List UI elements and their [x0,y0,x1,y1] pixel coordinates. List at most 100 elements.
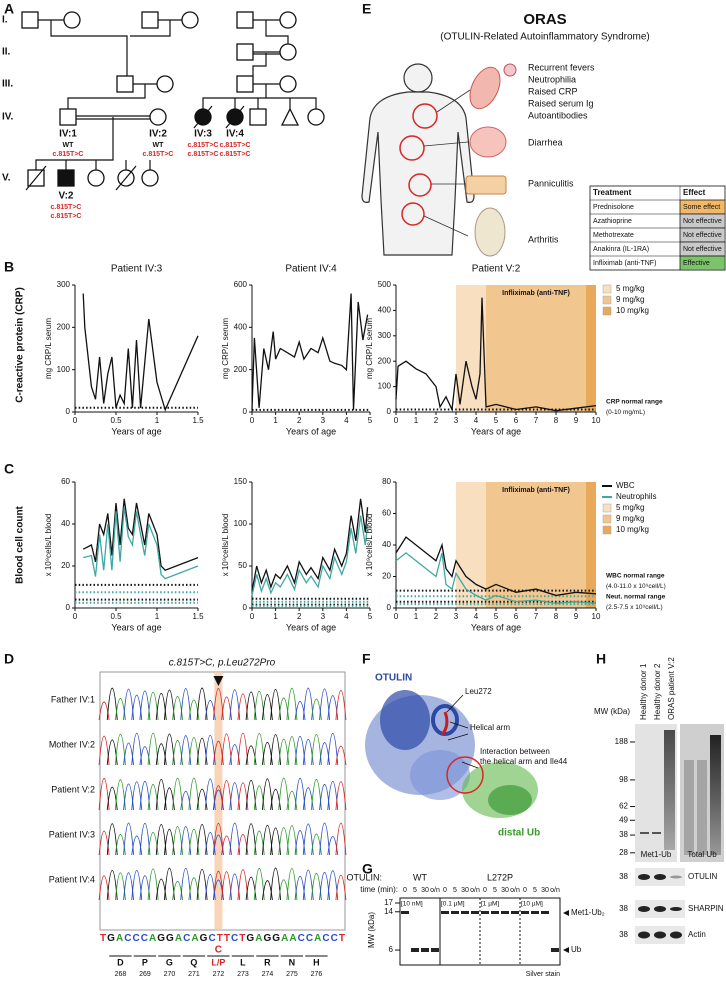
x-tick-label: 8 [554,612,559,621]
x-tick-label: 1 [414,416,419,425]
band-label: Infliximab (anti-TNF) [502,290,570,297]
chromatogram-peak [261,880,273,901]
chromatogram-peak [302,687,314,721]
helical-arm-label: Helical arm [470,723,510,732]
chromatogram-peak [335,690,347,721]
residue-number: 274 [262,971,274,978]
chromatogram-peak [155,778,167,811]
x-tick-label: 0 [394,612,399,621]
amino-acid: R [264,957,271,967]
chromatogram-peak [270,688,282,721]
blot-panel-label: Total Ub [687,850,717,859]
chromatogram-peak [139,746,151,766]
genotype: c.815T>C [51,213,82,220]
symptom: Autoantibodies [528,110,588,120]
stain-label: Silver stain [526,971,560,978]
x-tick-label: 5 [368,612,373,621]
y-tick-label: 500 [378,280,392,289]
y-tick-label: 300 [57,280,71,289]
x-tick-label: 3 [321,416,326,425]
chromatogram-peak [123,822,135,856]
band-label: Ub [571,945,582,954]
chromatogram-peak [278,777,290,811]
y-tick-label: 0 [243,407,248,416]
genotype: c.815T>C [188,142,219,149]
time-value: 30 [461,887,469,894]
treatment-band [456,482,486,608]
axis-title: C-reactive protein (CRP) [15,287,26,403]
chromatogram-peak [106,823,118,856]
gel-band [531,911,539,914]
chromatogram-peak [237,833,249,856]
residue-number: 268 [115,971,127,978]
table-cell: Not effective [683,218,722,225]
x-axis-label: Years of age [111,426,161,436]
genotype: c.815T>C [53,151,84,158]
enzyme-label: OTULIN: [346,872,382,882]
y-tick-label: 20 [61,561,70,570]
chromatogram-peak [106,687,118,721]
chromatogram-peak [114,833,126,856]
female [63,11,81,29]
x-tick-label: 3 [454,612,459,621]
chromatogram-peak [319,742,331,766]
legend-swatch [602,525,612,535]
gel-band [421,948,429,952]
y-tick-label: 0 [243,603,248,612]
y-axis-label: mg CRP/L serum [44,318,53,379]
legend-label: WBC [616,481,635,490]
genotype: WT [153,142,165,149]
amino-acid: H [313,957,320,967]
y-tick-label: 400 [378,306,392,315]
x-tick-label: 0 [73,612,78,621]
blot-panel-label: Met1-Ub [641,850,672,859]
mw-value: 98 [619,775,628,784]
time-value: o/n [430,887,440,894]
y-axis-label: x 10⁹cells/L blood [44,514,53,577]
unknown-sex [280,107,300,126]
x-tick-label: 10 [592,416,601,425]
y-tick-label: 600 [234,280,248,289]
generation-label: V. [2,173,11,184]
gel-band [521,911,529,914]
symptom: Diarrhea [528,137,563,147]
series-line [82,498,199,571]
individual-label: IV:2 [149,129,167,140]
gel-band [471,911,479,914]
structure-illustration [365,690,538,818]
amino-acid: P [142,957,148,967]
chromatogram-peak [188,777,200,811]
female [279,11,297,29]
chromatogram-peak [123,688,135,721]
table-cell: Azathioprine [593,218,632,225]
axis-title: Blood cell count [15,505,26,583]
lane-label: Healthy donor 2 [653,663,662,720]
chromatogram-peak [229,744,241,766]
gel-band [401,911,409,914]
chromatogram-peak [180,688,192,721]
gel-band [441,911,449,914]
protein-label: OTULIN [688,872,718,881]
table-header: Effect [683,188,706,197]
y-axis-label: x 10⁹cells/L blood [365,514,374,577]
mw-value: 14 [384,907,393,916]
time-value: 30 [421,887,429,894]
chromatogram-peak [221,733,233,766]
chromatogram-peak [155,743,167,766]
x-tick-label: 6 [514,416,519,425]
x-tick-label: 7 [534,612,539,621]
chromatogram-peak [172,777,184,811]
female [87,169,105,187]
y-tick-label: 50 [238,561,247,570]
y-axis-label: x 10⁹cells/L blood [221,514,230,577]
gel [399,897,569,966]
chromatogram-peak [286,868,298,901]
panel-label: C [4,461,14,477]
chromatogram-peak [221,835,233,856]
x-tick-label: 0 [73,416,78,425]
blot [635,724,724,944]
time-value: 5 [413,887,417,894]
x-tick-label: 4 [344,612,349,621]
female [279,43,297,61]
legend-label: Neutrophils [616,492,656,501]
